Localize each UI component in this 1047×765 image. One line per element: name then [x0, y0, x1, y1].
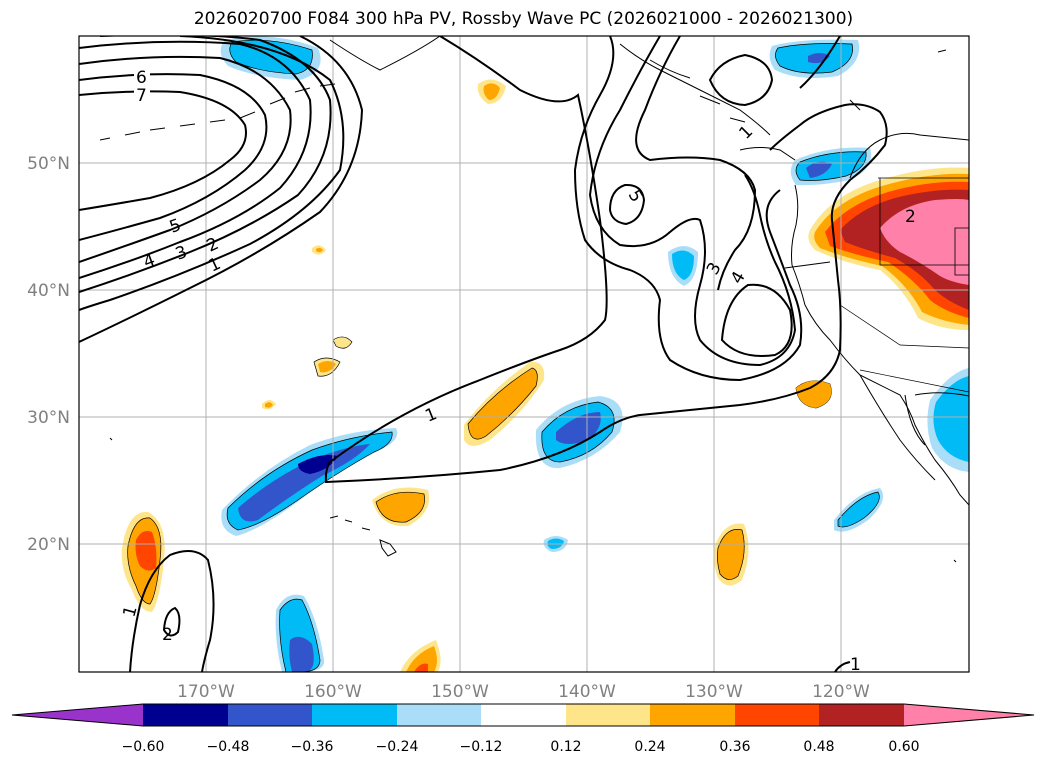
colorbar-tick-label: 0.36	[719, 739, 750, 755]
lat-label: 30°N	[27, 408, 70, 428]
contour-label: 7	[136, 86, 147, 106]
colorbar-tick-label: −0.24	[376, 739, 419, 755]
colorbar-bin	[735, 704, 819, 726]
lon-label: 130°W	[685, 682, 743, 702]
colorbar-bin	[650, 704, 735, 726]
lon-label: 160°W	[304, 682, 362, 702]
colorbar-tick-label: −0.48	[207, 739, 250, 755]
colorbar-ticks: −0.60 −0.48 −0.36 −0.24 −0.12 0.12 0.24 …	[122, 739, 920, 755]
colorbar-bin	[397, 704, 481, 726]
colorbar-bin	[143, 704, 228, 726]
contour-label: 6	[136, 68, 147, 88]
colorbar	[11, 703, 1035, 727]
colorbar-bin	[566, 704, 650, 726]
colorbar-bin	[228, 704, 312, 726]
colorbar-bin	[481, 704, 566, 726]
longitude-labels: 170°W 160°W 150°W 140°W 130°W 120°W	[177, 682, 870, 702]
lon-label: 170°W	[177, 682, 235, 702]
lon-label: 120°W	[812, 682, 870, 702]
colorbar-tick-label: 0.60	[888, 739, 919, 755]
pv-thin-outlines	[127, 39, 880, 672]
map-frame	[78, 35, 970, 673]
lon-label: 150°W	[431, 682, 489, 702]
pv-shading	[121, 36, 969, 672]
colorbar-tick-label: −0.12	[460, 739, 503, 755]
lat-label: 50°N	[27, 154, 70, 174]
contour-label: 2	[162, 625, 173, 645]
latitude-labels: 50°N 40°N 30°N 20°N	[27, 154, 70, 555]
colorbar-tick-label: 0.48	[803, 739, 834, 755]
contour-label: 1	[850, 655, 861, 675]
colorbar-outline	[11, 703, 1035, 727]
pv-contours	[79, 36, 888, 672]
colorbar-tick-label: −0.36	[291, 739, 334, 755]
lat-label: 20°N	[27, 535, 70, 555]
coastlines	[99, 36, 969, 563]
colorbar-extend-high	[904, 704, 1034, 726]
contour-label: 2	[905, 207, 916, 227]
lat-label: 40°N	[27, 281, 70, 301]
map-title: 2026020700 F084 300 hPa PV, Rossby Wave …	[193, 9, 854, 29]
colorbar-extend-low	[12, 704, 143, 726]
colorbar-tick-label: 0.24	[634, 739, 665, 755]
colorbar-bin	[312, 704, 397, 726]
colorbar-tick-label: −0.60	[122, 739, 165, 755]
colorbar-tick-label: 0.12	[550, 739, 581, 755]
map-panel: 6 7 5 4 3 2 1 1 5 3 4 1 2 1 2 1	[79, 36, 969, 675]
contour-label: 1	[120, 604, 142, 620]
colorbar-bin	[819, 704, 904, 726]
lon-label: 140°W	[558, 682, 616, 702]
